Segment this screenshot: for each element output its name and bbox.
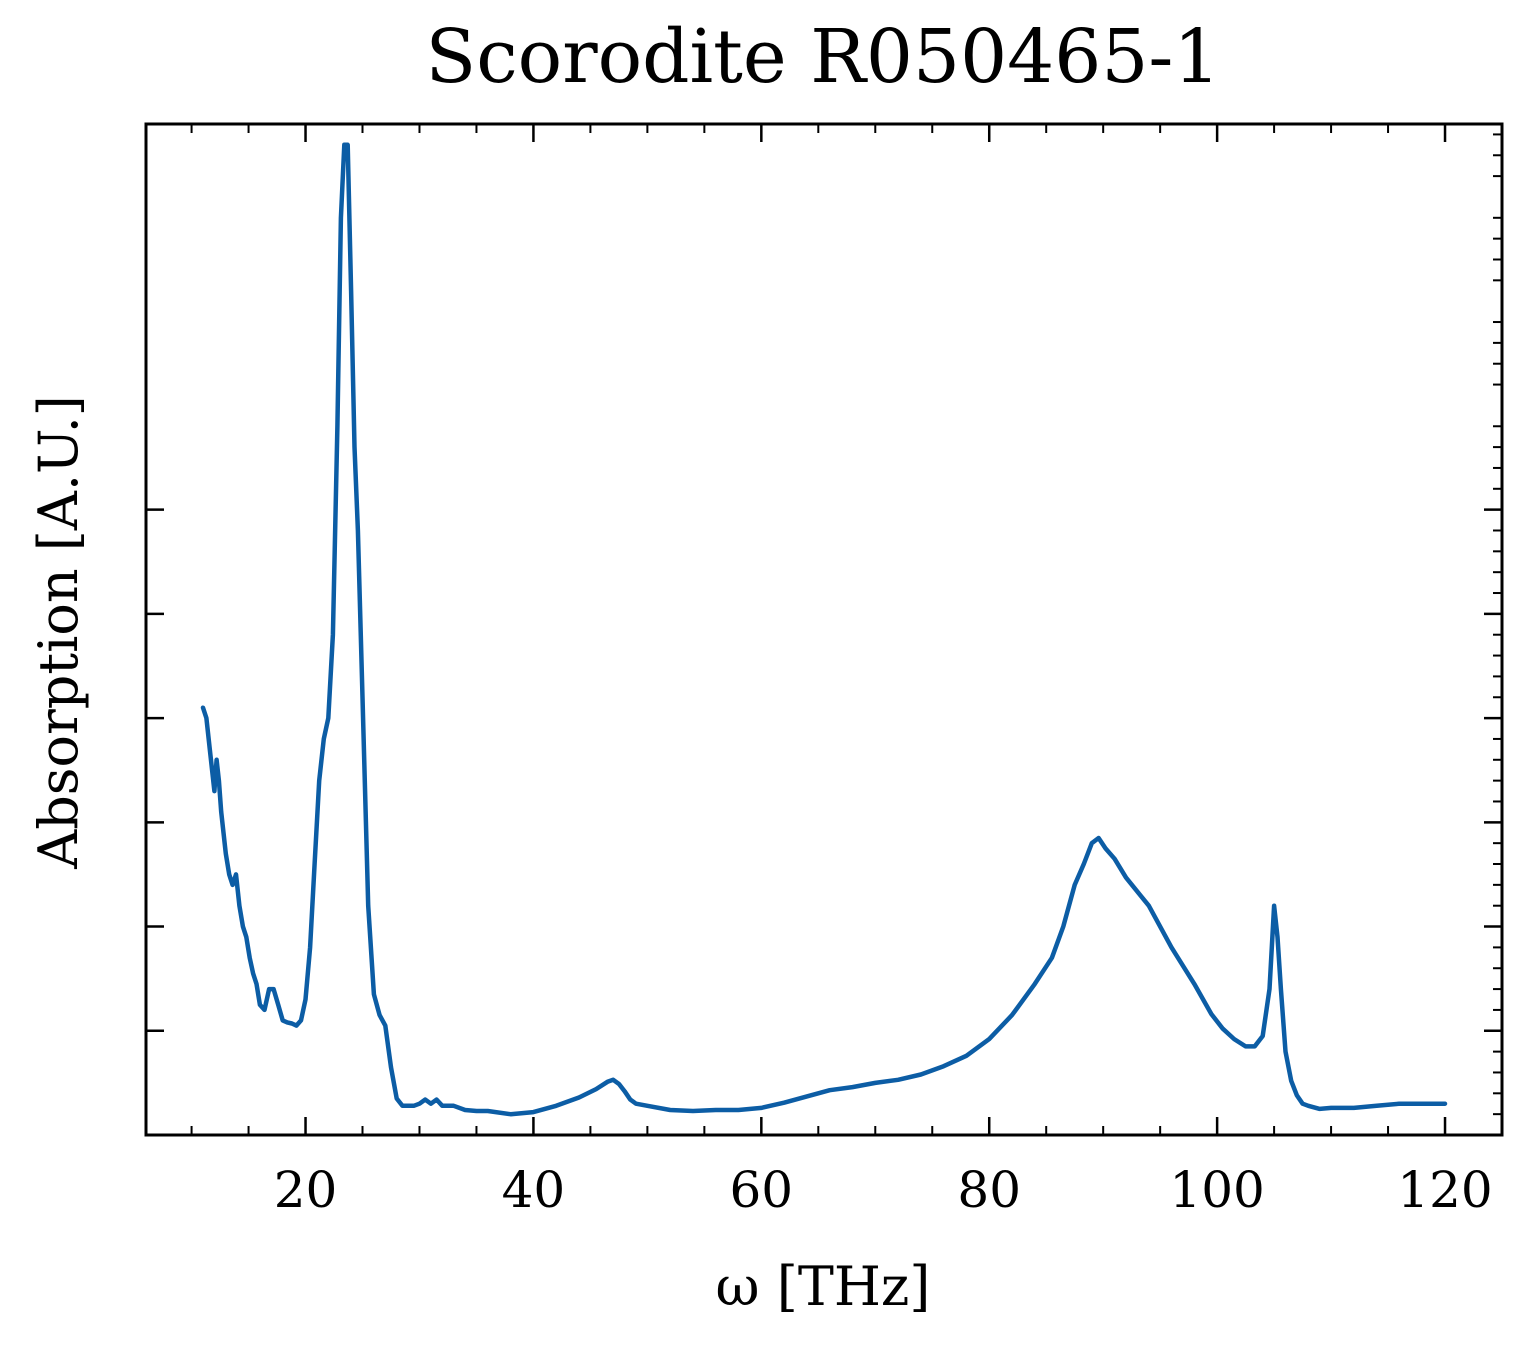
x-axis-ticks: 20 40 60 80 100 120 [190,124,1503,1219]
series-layer [200,142,1448,1117]
y-axis-label: Absorption [A.U.] [27,395,90,870]
x-tick-label: 100 [1169,1161,1264,1219]
chart-title: Scorodite R050465-1 [426,14,1221,100]
x-tick-label: 80 [957,1161,1021,1219]
plot-frame [144,122,1504,1137]
x-tick-label: 20 [274,1161,338,1219]
x-tick-label: 120 [1397,1161,1492,1219]
x-tick-label: 60 [730,1161,794,1219]
x-axis-label: ω [THz] [716,1255,931,1318]
x-tick-label: 40 [502,1161,566,1219]
y-axis-ticks [146,133,1502,1137]
plot-area: 20 40 60 80 100 120 [144,122,1504,1219]
series-line [200,142,1448,1117]
